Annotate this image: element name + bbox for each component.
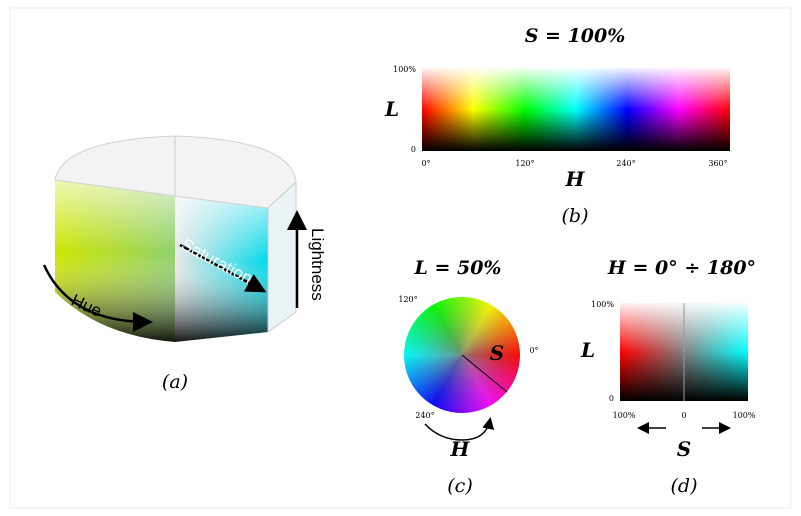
lightness-label: Lightness: [308, 228, 327, 301]
radius-label: S: [490, 341, 504, 365]
y-label: L: [580, 338, 595, 362]
x-tick: 0°: [421, 159, 430, 168]
diagram: Hue Saturation Lightness (a) S = 100% 10…: [0, 0, 801, 516]
caption: (a): [162, 371, 188, 393]
x-tick: 100%: [733, 411, 756, 420]
arrow-label: H: [450, 437, 471, 461]
y-tick: 100%: [591, 300, 614, 309]
caption: (c): [447, 475, 472, 497]
x-label: H: [565, 167, 586, 191]
x-tick: 120°: [515, 159, 534, 168]
title: S = 100%: [525, 25, 626, 47]
angle-label: 120°: [398, 295, 417, 304]
title: H = 0° ÷ 180°: [607, 257, 756, 279]
cylinder-shade: [55, 180, 175, 342]
y-label: L: [384, 97, 399, 121]
x-tick: 0: [681, 411, 686, 420]
x-tick: 240°: [616, 159, 635, 168]
x-tick: 360°: [708, 159, 727, 168]
caption: (b): [562, 205, 589, 227]
title: L = 50%: [413, 257, 501, 279]
angle-label: 0°: [529, 346, 538, 355]
x-label: S: [677, 437, 691, 461]
angle-label: 240°: [415, 411, 434, 420]
y-tick: 0: [411, 145, 416, 154]
lightness-overlay: [422, 68, 730, 151]
x-tick: 100%: [613, 411, 636, 420]
figure: Hue Saturation Lightness (a) S = 100% 10…: [0, 0, 801, 516]
y-tick: 100%: [393, 65, 416, 74]
caption: (d): [671, 475, 698, 497]
y-tick: 0: [609, 394, 614, 403]
